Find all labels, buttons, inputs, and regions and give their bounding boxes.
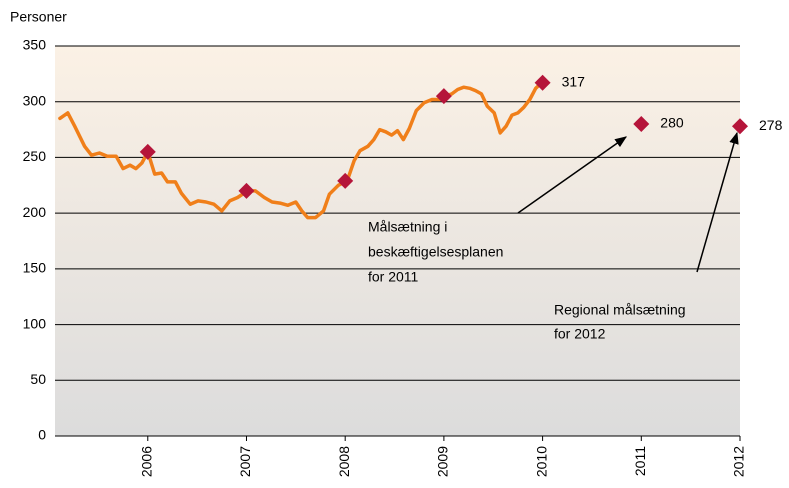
y-tick-label: 350 — [23, 37, 47, 53]
data-label: 278 — [759, 117, 783, 133]
y-axis-label: Personer — [10, 9, 67, 25]
plot-area — [55, 46, 740, 436]
marker — [435, 88, 452, 105]
marker — [139, 143, 156, 160]
arrow — [696, 131, 739, 273]
marker — [633, 116, 650, 132]
marker — [238, 182, 255, 199]
data-line — [58, 81, 544, 220]
annotation: for 2012 — [554, 326, 606, 342]
x-tick-label: 2009 — [435, 446, 451, 477]
y-tick-label: 100 — [23, 315, 47, 331]
x-tick-label: 2012 — [731, 446, 747, 477]
marker — [534, 74, 551, 91]
marker — [337, 172, 354, 189]
arrow — [517, 136, 627, 214]
annotation: for 2011 — [368, 269, 419, 285]
y-tick-label: 200 — [23, 204, 47, 220]
x-tick-label: 2008 — [336, 446, 352, 477]
annotation: Målsætning i — [368, 219, 447, 235]
x-tick-label: 2011 — [632, 446, 648, 476]
y-tick-label: 300 — [23, 92, 47, 108]
y-tick-label: 250 — [23, 148, 47, 164]
y-tick-label: 150 — [23, 260, 47, 276]
data-label: 317 — [562, 73, 586, 89]
annotation: Regional målsætning — [554, 302, 686, 318]
x-tick-label: 2006 — [138, 446, 154, 477]
x-tick-label: 2007 — [237, 446, 253, 477]
marker — [732, 118, 748, 135]
annotation: beskæftigelsesplanen — [368, 244, 503, 260]
data-label: 280 — [660, 115, 684, 131]
x-tick-label: 2010 — [533, 446, 549, 477]
y-tick-label: 0 — [38, 427, 46, 443]
y-tick-label: 50 — [30, 371, 46, 387]
